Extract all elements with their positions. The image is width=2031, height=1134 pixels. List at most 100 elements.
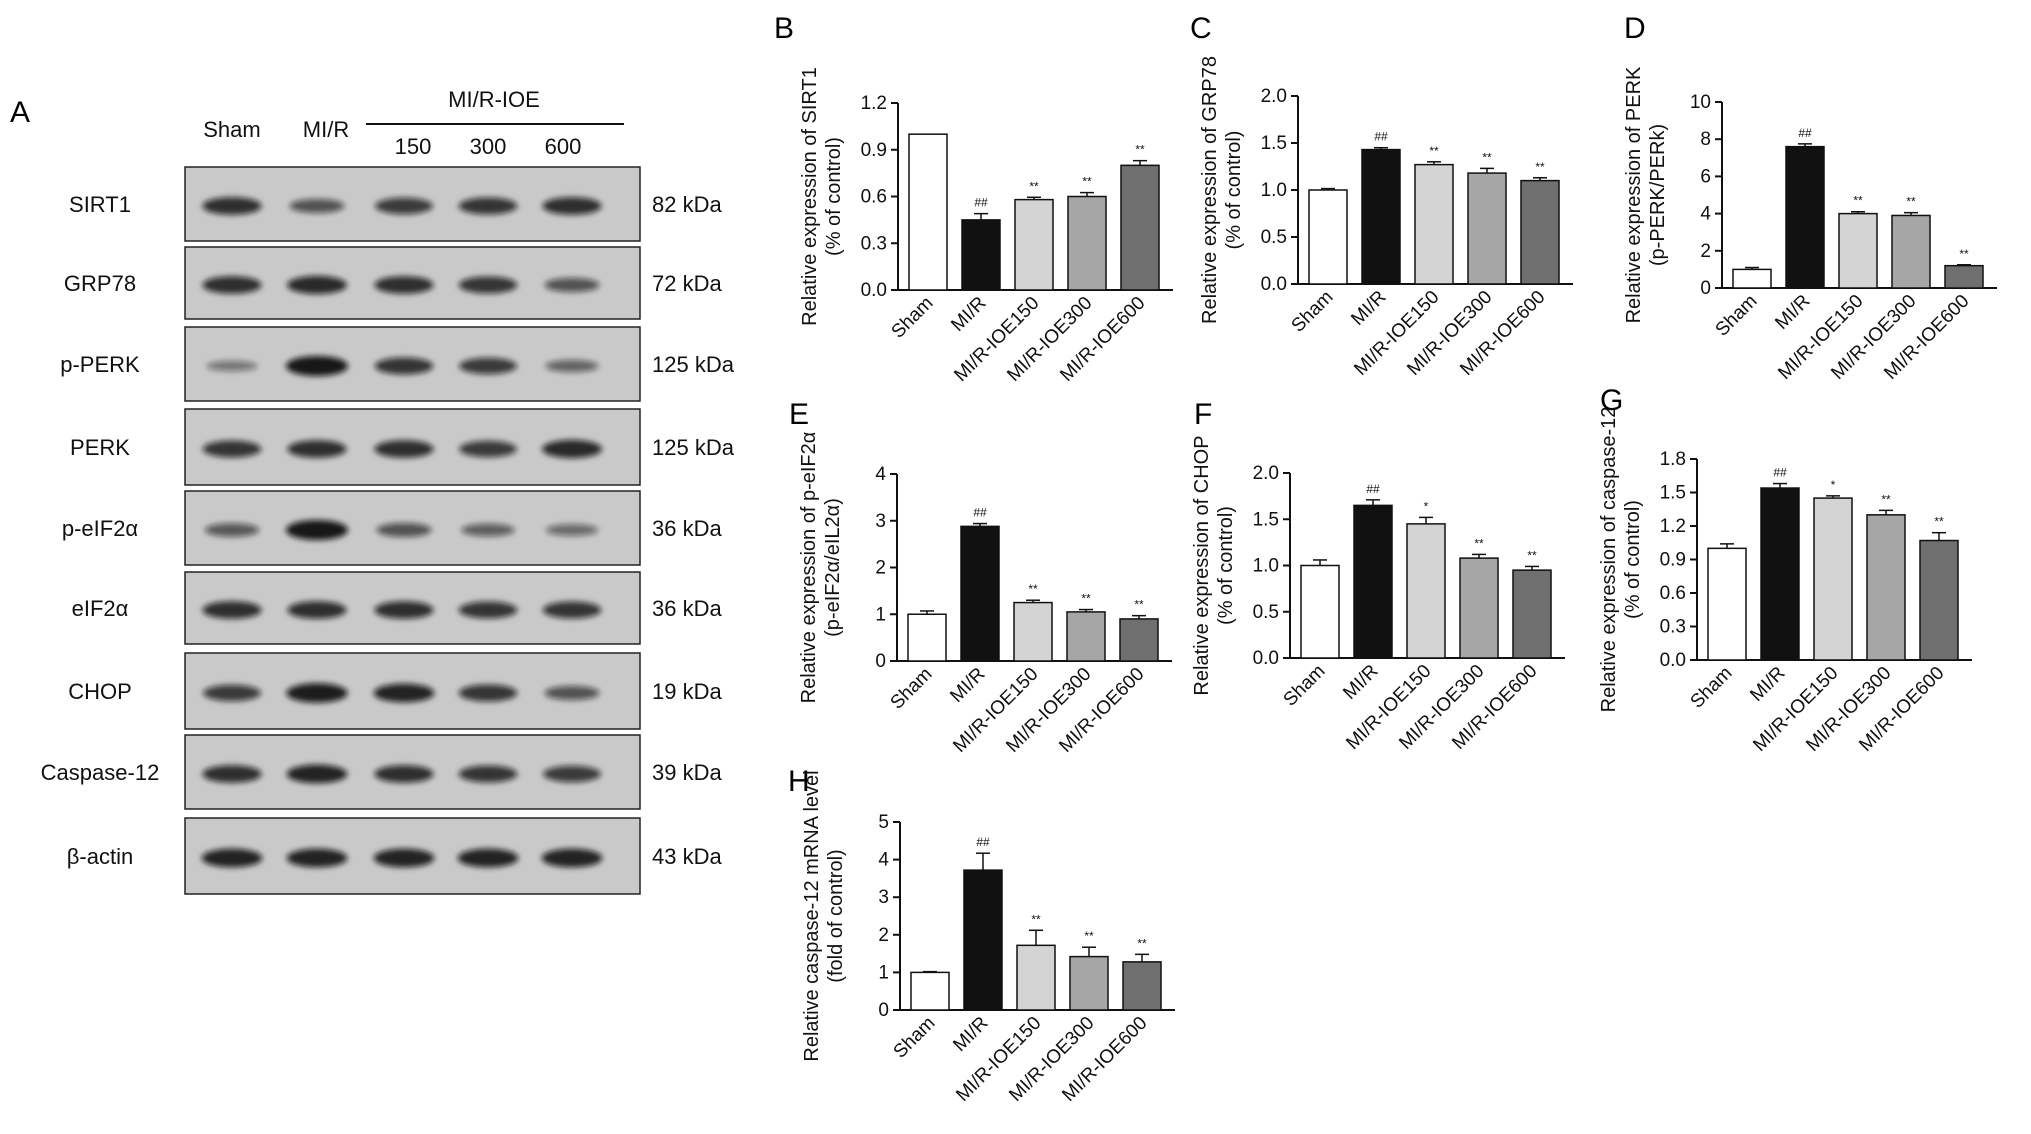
blot-band xyxy=(374,440,434,458)
blot-band xyxy=(459,440,517,458)
y-tick-label: 5 xyxy=(878,812,889,833)
blot-band xyxy=(202,276,262,294)
blot-band xyxy=(544,686,600,700)
chart-e: E 0 1 2 3 4 Relative expression of p-eIF2α (p-e… xyxy=(789,398,1172,757)
bar-mi-r xyxy=(1785,145,1825,289)
bar-mi-r xyxy=(1760,487,1800,661)
bar-mi-r xyxy=(960,525,1000,662)
y-tick-label: 1 xyxy=(875,604,886,625)
blot-band xyxy=(204,523,260,537)
x-tick-label: MI/R xyxy=(1347,287,1390,330)
blot-row-grp78: GRP78 72 kDa xyxy=(64,246,722,320)
blot-band xyxy=(457,848,519,868)
y-tick-label: 1.0 xyxy=(1261,180,1287,201)
blot-band xyxy=(545,359,599,373)
significance-marker: ** xyxy=(1527,548,1537,562)
bar-mi-r-ioe150 xyxy=(1016,944,1056,1011)
lane-label-300: 300 xyxy=(470,134,507,159)
x-tick-label: Sham xyxy=(887,664,937,714)
y-tick-label: 6 xyxy=(1700,166,1711,187)
blot-band xyxy=(203,684,261,702)
blot-size-label: 72 kDa xyxy=(652,271,722,296)
significance-marker: ** xyxy=(1084,929,1094,943)
y-tick-label: 0.0 xyxy=(1261,274,1287,295)
blot-row-actin: β-actin 43 kDa xyxy=(67,817,722,895)
blot-band xyxy=(458,765,518,783)
y-tick-label: 0.0 xyxy=(1660,650,1686,671)
bar-mi-r xyxy=(961,219,1001,291)
bar-sham xyxy=(1707,547,1747,661)
y-tick-label: 1.8 xyxy=(1660,449,1686,470)
blot-band xyxy=(374,765,434,783)
chart-h: H 0 1 2 3 4 5 Relative caspase-12 mRNA level (fo… xyxy=(788,765,1175,1106)
bar-mi-r-ioe300 xyxy=(1066,611,1106,662)
significance-marker: ** xyxy=(1028,582,1038,596)
significance-marker: ## xyxy=(976,835,990,849)
lane-label-600: 600 xyxy=(545,134,582,159)
bar-mi-r xyxy=(1353,504,1393,659)
significance-marker: ** xyxy=(1853,194,1863,208)
bar-mi-r-ioe600 xyxy=(1919,539,1959,661)
bar-mi-r-ioe300 xyxy=(1067,195,1107,291)
y-axis-label: Relative expression of p-eIF2α xyxy=(798,432,820,704)
bar-sham xyxy=(907,613,947,662)
blot-size-label: 125 kDa xyxy=(652,352,735,377)
y-axis-label: Relative expression of caspase-12 xyxy=(1598,407,1620,713)
significance-marker: ** xyxy=(1135,143,1145,157)
blot-band xyxy=(286,356,348,376)
y-tick-label: 8 xyxy=(1700,129,1711,150)
bar-mi-r-ioe600 xyxy=(1120,164,1160,291)
y-axis-label: Relative expression of CHOP xyxy=(1191,435,1213,695)
blot-band xyxy=(286,683,348,703)
blot-row-eif2: eIF2α 36 kDa xyxy=(72,571,722,645)
blot-band xyxy=(202,197,262,215)
y-tick-label: 0.9 xyxy=(1660,550,1686,571)
blot-band xyxy=(287,601,347,619)
bar-mi-r-ioe300 xyxy=(1459,557,1499,659)
bar-mi-r-ioe150 xyxy=(1013,601,1053,662)
blot-band xyxy=(374,357,434,375)
significance-marker: ## xyxy=(1798,126,1812,140)
chart-b: B 0.0 0.3 0.6 0.9 1.2 Relative expression of S… xyxy=(774,12,1173,386)
y-axis-label: (% of control) xyxy=(823,137,845,256)
blot-size-label: 82 kDa xyxy=(652,192,722,217)
blot-band xyxy=(461,523,515,537)
blot-row-perk: PERK 125 kDa xyxy=(70,408,735,486)
lane-group-header: MI/R-IOE xyxy=(448,87,540,112)
significance-marker: ** xyxy=(1031,912,1041,926)
y-tick-label: 4 xyxy=(875,464,886,485)
blot-band xyxy=(543,765,601,783)
panel-letter-c: C xyxy=(1190,12,1212,45)
y-tick-label: 0.0 xyxy=(861,280,887,301)
panel-letter-f: F xyxy=(1194,398,1212,431)
bar-mi-r xyxy=(963,869,1003,1011)
significance-marker: ** xyxy=(1474,536,1484,550)
blot-band xyxy=(374,601,434,619)
y-tick-label: 1.5 xyxy=(1660,483,1686,504)
lane-label-150: 150 xyxy=(395,134,432,159)
significance-marker: ## xyxy=(1374,130,1388,144)
blot-band xyxy=(373,848,435,868)
blot-band xyxy=(375,197,433,215)
blot-protein-label: Caspase-12 xyxy=(41,760,160,785)
y-tick-label: 2.0 xyxy=(1261,86,1287,107)
y-tick-label: 0.5 xyxy=(1253,602,1279,623)
bar-mi-r-ioe150 xyxy=(1813,497,1853,661)
bar-sham xyxy=(1732,268,1772,289)
significance-marker: ## xyxy=(974,196,988,210)
bar-mi-r-ioe150 xyxy=(1406,523,1446,659)
blot-band xyxy=(206,360,258,372)
x-tick-label: Sham xyxy=(888,293,938,343)
panel-letter-d: D xyxy=(1624,12,1646,45)
significance-marker: ** xyxy=(1082,175,1092,189)
blot-band xyxy=(374,276,434,294)
blot-band xyxy=(287,440,347,458)
x-tick-label: Sham xyxy=(890,1013,940,1063)
bar-charts: B 0.0 0.3 0.6 0.9 1.2 Relative expression of S… xyxy=(774,12,1997,1106)
blot-protein-label: CHOP xyxy=(68,679,132,704)
significance-marker: ** xyxy=(1482,150,1492,164)
y-tick-label: 0.6 xyxy=(1660,583,1686,604)
blot-band xyxy=(458,684,518,702)
chart-f: F 0.0 0.5 1.0 1.5 2.0 Relative expression of C… xyxy=(1191,398,1565,754)
